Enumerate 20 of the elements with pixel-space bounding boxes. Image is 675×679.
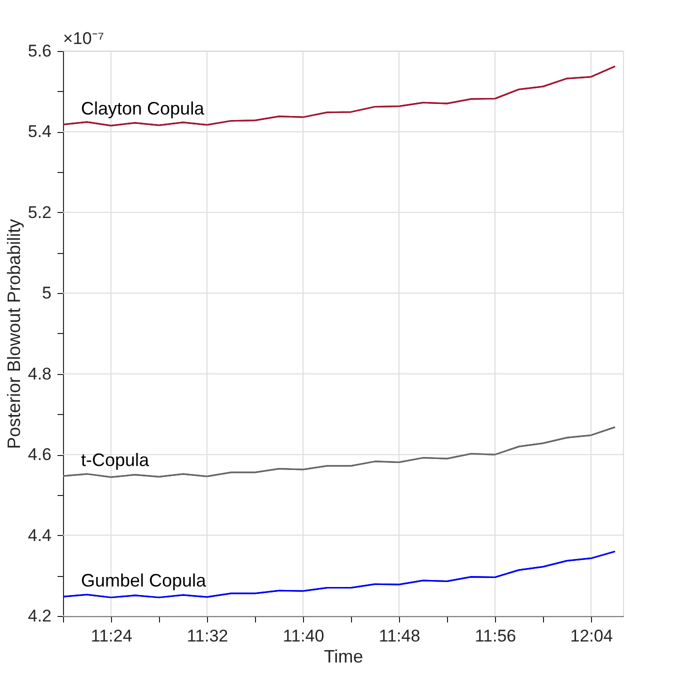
- y-tick-label: 5.2: [28, 202, 52, 222]
- y-tick-label: 4.8: [28, 364, 52, 384]
- y-tick-label: 5.4: [28, 122, 52, 142]
- series-label: Clayton Copula: [81, 98, 206, 118]
- series-label: Gumbel Copula: [81, 570, 208, 591]
- series-label: t-Copula: [81, 450, 150, 470]
- x-tick-label: 12:04: [570, 626, 613, 646]
- text: ×10⁻⁷: [63, 29, 104, 48]
- y-axis-title: Posterior Blowout Probability: [4, 218, 24, 450]
- x-axis-title: Time: [324, 646, 364, 666]
- y-tick-label: 5.6: [28, 42, 52, 60]
- y-tick-label: 5: [42, 284, 52, 303]
- y-tick-label: 4.2: [28, 606, 52, 626]
- y-tick-label: 4.4: [28, 526, 52, 545]
- x-tick-label: 11:40: [282, 626, 324, 646]
- x-tick-label: 11:56: [474, 626, 516, 646]
- x-tick-label: 11:24: [90, 626, 132, 646]
- y-tick-label: 4.6: [28, 445, 52, 464]
- x-tick-label: 11:48: [378, 626, 420, 646]
- x-tick-label: 11:32: [186, 626, 228, 646]
